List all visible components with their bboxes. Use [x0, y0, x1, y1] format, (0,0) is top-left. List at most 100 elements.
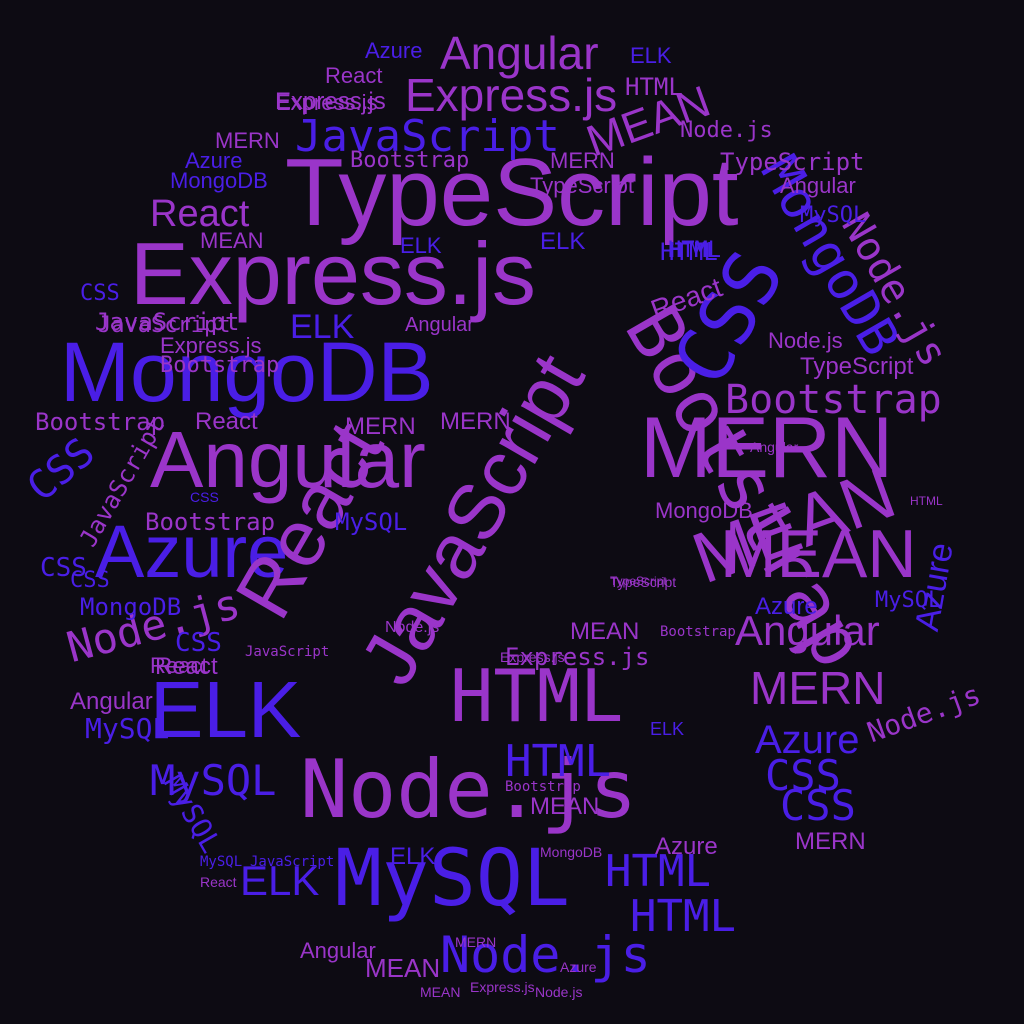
word-elk: ELK	[540, 228, 586, 255]
word-mern: MERN	[640, 400, 894, 496]
word-html: HTML	[625, 73, 683, 101]
word-mern: MERN	[750, 662, 886, 714]
word-mongodb: MongoDB	[655, 498, 753, 523]
word-css: CSS	[765, 751, 841, 800]
word-react: React	[155, 653, 218, 680]
word-bootstrap: Bootstrap	[660, 624, 736, 640]
word-elk: ELK	[240, 857, 320, 904]
word-node-js: Node.js	[300, 743, 638, 836]
word-css: CSS	[175, 628, 222, 658]
word-bootstrap: Bootstrap	[350, 148, 470, 173]
word-typescript: TypeScript	[285, 139, 739, 246]
word-azure: Azure	[755, 718, 860, 762]
word-node-js: Node.js	[440, 926, 651, 984]
word-angular: Angular	[780, 173, 856, 198]
word-azure: Azure	[185, 148, 243, 173]
word-html: HTML	[505, 736, 611, 787]
word-mern: MERN	[550, 148, 615, 173]
word-express-js: Express.js	[160, 333, 262, 358]
word-express-js: Express.js	[275, 88, 386, 115]
word-react: React	[200, 874, 237, 890]
word-typescript: TypeScript	[610, 574, 667, 588]
word-html: HTML	[670, 238, 719, 262]
word-azure: Azure	[907, 539, 961, 635]
word-express-js: Express.js	[405, 69, 618, 121]
word-typescript: TypeScript	[530, 173, 634, 198]
word-mean: MEAN	[365, 953, 441, 983]
word-node-js: Node.js	[385, 619, 440, 636]
word-react: React	[325, 63, 383, 88]
word-mern: MERN	[455, 934, 497, 950]
word-elk: ELK	[630, 43, 672, 68]
word-html: HTML	[605, 846, 711, 897]
word-angular: Angular	[750, 439, 799, 455]
word-mysql: MySQL	[85, 712, 170, 745]
word-azure: Azure	[365, 38, 423, 63]
word-html: HTML	[910, 494, 943, 508]
word-elk: ELK	[290, 308, 355, 346]
word-typescript: TypeScript	[610, 574, 677, 590]
word-css: CSS	[780, 781, 856, 830]
word-angular: Angular	[735, 607, 880, 654]
word-angular: Angular	[440, 27, 599, 79]
word-mean: MEAN	[200, 228, 264, 253]
word-angular: Angular	[150, 415, 426, 504]
word-azure: Azure	[755, 593, 818, 620]
word-node-js: Node.js	[768, 328, 843, 353]
word-typescript: TypeScript	[800, 353, 914, 380]
word-css: CSS	[40, 553, 87, 583]
word-bootstrap: Bootstrap	[160, 353, 280, 378]
word-mongodb: MongoDB	[170, 168, 268, 193]
word-bootstrap: Bootstrap	[145, 508, 276, 536]
word-mongodb: MongoDB	[80, 593, 182, 621]
word-css: CSS	[190, 489, 219, 505]
word-html: HTML	[450, 654, 624, 738]
word-mean: MEAN	[530, 793, 600, 820]
word-mean: MEAN	[720, 516, 917, 592]
word-mongodb: MongoDB	[60, 325, 434, 419]
word-mysql: MySQL	[800, 203, 867, 228]
word-azure: Azure	[95, 510, 289, 593]
word-css: CSS	[80, 281, 120, 306]
word-mern: MERN	[440, 408, 511, 435]
word-elk: ELK	[150, 665, 302, 754]
word-mern: MERN	[795, 828, 866, 855]
word-mongodb: MongoDB	[540, 844, 603, 860]
word-bootstrap: Bootstrap	[725, 377, 942, 423]
word-html: HTML	[660, 238, 718, 266]
word-express-js: Express.js	[276, 90, 378, 115]
word-mern: MERN	[345, 413, 416, 440]
word-azure: Azure	[560, 959, 597, 975]
word-javascript: JavaScript	[250, 854, 335, 870]
word-bootstrap: Bootstrap	[505, 779, 581, 795]
word-mysql: MySQL	[875, 588, 942, 613]
word-express-js: Express.js	[505, 643, 650, 671]
word-mysql: MySQL	[335, 834, 570, 924]
word-angular: Angular	[70, 688, 153, 715]
word-react: React	[150, 193, 250, 235]
word-mean: MEAN	[570, 618, 640, 645]
word-mysql: MySQL	[150, 756, 277, 805]
word-html: HTML	[630, 891, 736, 942]
word-express-js: Express.js	[500, 649, 565, 665]
word-node-js: Node.js	[535, 984, 583, 1000]
word-css: CSS	[18, 429, 104, 511]
word-express-js: Express.js	[130, 224, 536, 323]
word-azure: Azure	[655, 833, 718, 860]
word-html: HTML	[668, 238, 721, 263]
word-angular: Angular	[405, 314, 474, 336]
word-angular: Angular	[300, 938, 376, 963]
word-react: React	[150, 653, 208, 678]
word-elk: ELK	[650, 719, 685, 739]
word-node-js: Node.js	[680, 118, 773, 143]
word-mean: MEAN	[420, 984, 461, 1000]
word-javascript: JavaScript	[95, 308, 240, 336]
word-javascript: JavaScript	[98, 313, 231, 338]
word-javascript: JavaScript	[245, 644, 330, 660]
word-react: React	[195, 408, 258, 435]
word-css: CSS	[70, 568, 110, 593]
word-bootstrap: Bootstrap	[35, 408, 166, 436]
word-typescript: TypeScript	[720, 148, 865, 176]
word-elk: ELK	[390, 843, 436, 870]
